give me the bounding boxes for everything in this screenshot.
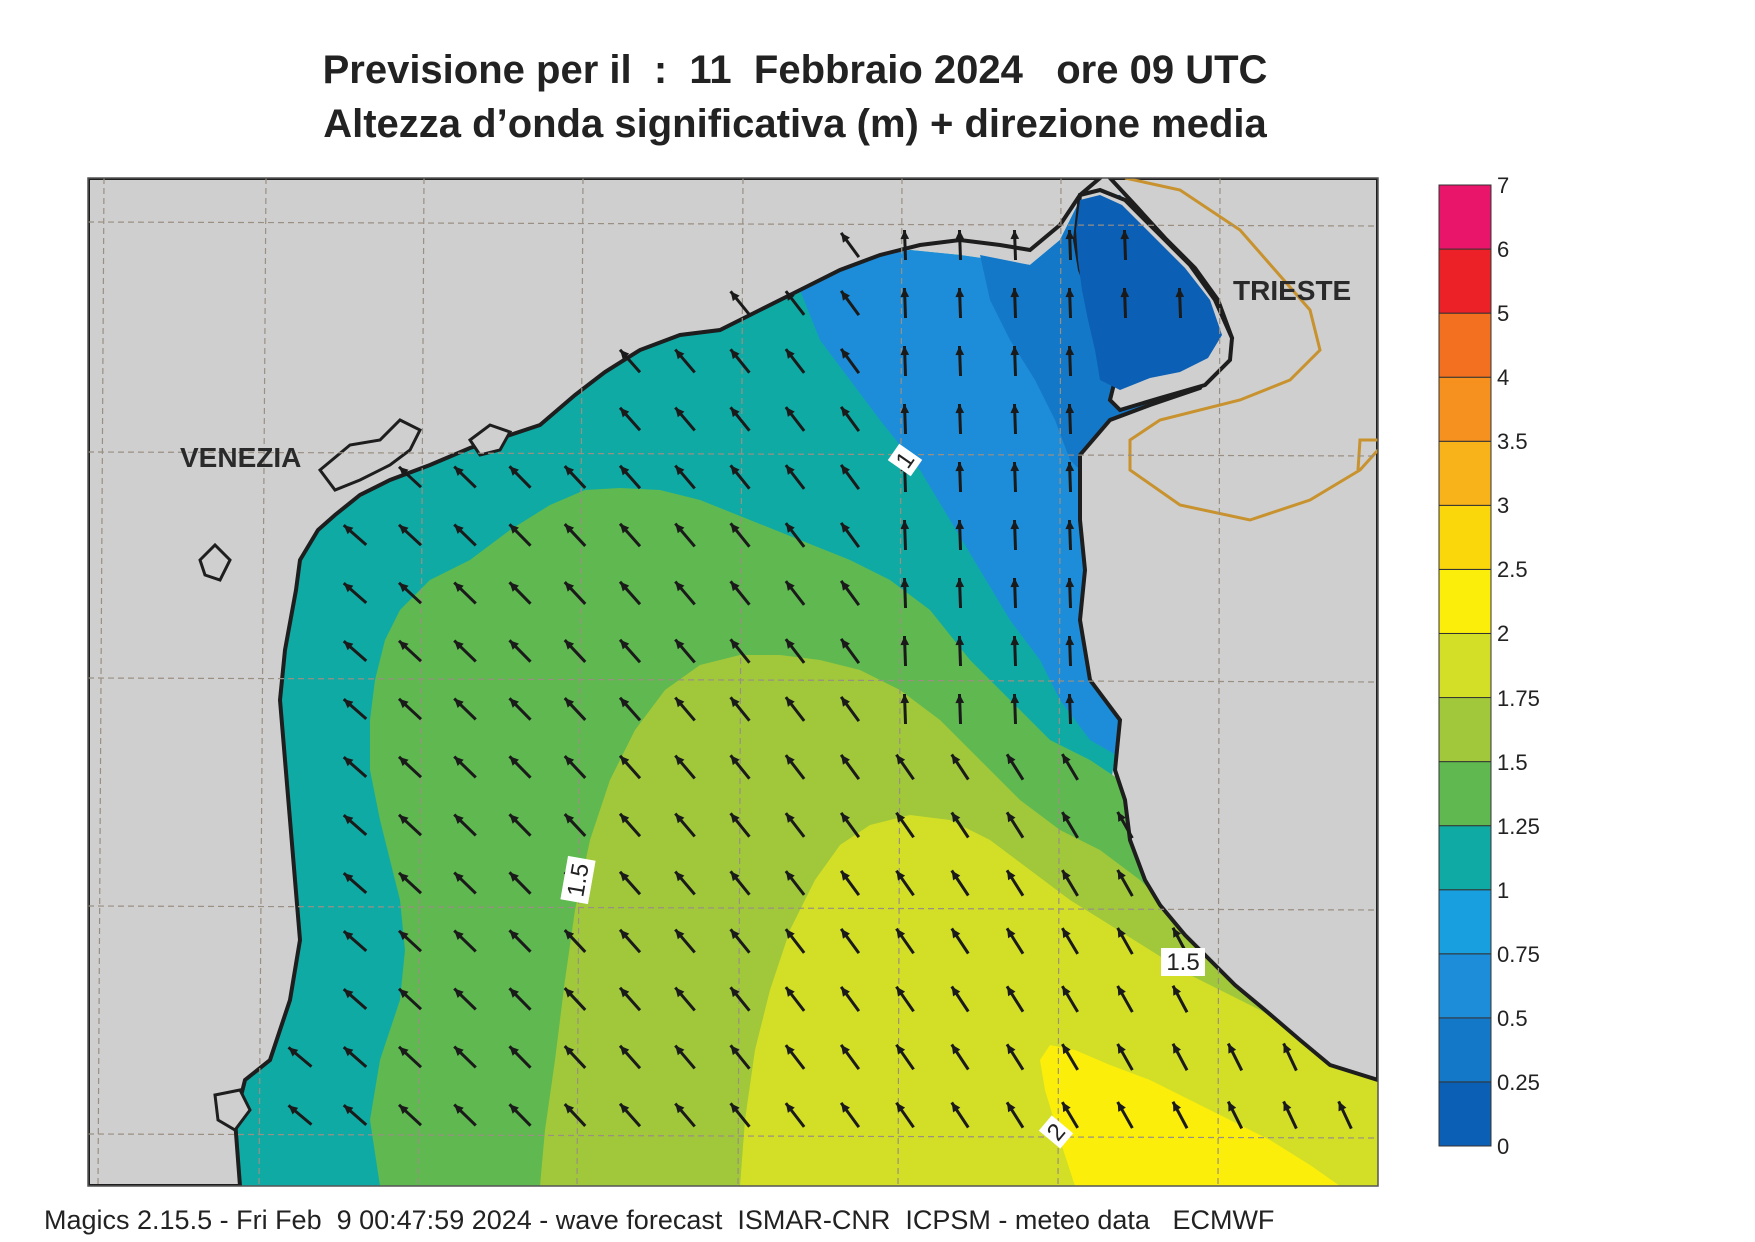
istria-coast-land: [1077, 178, 1378, 1083]
legend-swatch: [1438, 312, 1492, 378]
legend-swatch: [1438, 376, 1492, 442]
legend-swatch: [1438, 697, 1492, 763]
legend-level-label: 5: [1497, 301, 1510, 327]
legend-level-label: 0.75: [1497, 941, 1540, 967]
map-frame: [87, 177, 1379, 1187]
legend-swatch: [1438, 504, 1492, 570]
legend-level-label: 6: [1497, 237, 1510, 263]
sea-band-2-2.5: [1040, 1045, 1340, 1186]
legend-swatch: [1438, 184, 1492, 250]
svg-text:1.5: 1.5: [562, 861, 594, 899]
svg-text:1.5: 1.5: [1166, 949, 1199, 976]
footer-credits: Magics 2.15.5 - Fri Feb 9 00:47:59 2024 …: [44, 1205, 1275, 1235]
legend-level-label: 2: [1497, 621, 1510, 647]
venezia-coast-land: [88, 178, 1104, 1186]
legend-level-label: 7: [1497, 173, 1510, 198]
legend-swatch: [1438, 889, 1492, 955]
legend-level-label: 1.25: [1497, 813, 1540, 839]
legend-level-label: 0: [1497, 1134, 1510, 1159]
legend-level-label: 3: [1497, 493, 1510, 519]
lagoon-island: [467, 423, 513, 457]
city-label-trieste: TRIESTE: [1233, 275, 1351, 306]
city-label-venezia: VENEZIA: [180, 442, 301, 473]
contour-label-1.5-west: 1.5: [560, 855, 596, 905]
legend-swatch: [1438, 632, 1492, 699]
legend-level-label: 0.5: [1497, 1005, 1528, 1031]
contour-label-2: 2: [1038, 1115, 1074, 1149]
lagoon-island: [198, 542, 232, 582]
national-border: [1124, 178, 1378, 522]
legend-level-label: 1.5: [1497, 749, 1528, 775]
national-border: [1356, 438, 1378, 471]
title-line-1: Previsione per il : 11 Febbraio 2024 ore…: [322, 48, 1268, 92]
legend-level-label: 4: [1497, 365, 1510, 391]
wave-direction-arrows: [287, 229, 1353, 1130]
legend-swatch: [1438, 825, 1492, 891]
contour-label-1.5-east: 1.5: [1161, 948, 1205, 976]
lagoon-island: [213, 1088, 252, 1132]
legend-swatch: [1438, 248, 1492, 314]
legend-swatch: [1438, 953, 1492, 1019]
legend-swatch: [1438, 1017, 1492, 1083]
lat-lon-grid: [88, 178, 1378, 1186]
title-line-2: Altezza d’onda significativa (m) + direz…: [323, 102, 1267, 146]
legend-swatch: [1438, 1081, 1492, 1147]
legend-colorbar: [1438, 184, 1492, 1147]
trieste-gulf-sea: [1076, 195, 1222, 390]
legend-level-label: 0.25: [1497, 1069, 1540, 1095]
legend-swatch: [1438, 568, 1492, 634]
legend-level-label: 2.5: [1497, 557, 1528, 583]
legend-swatch: [1438, 761, 1492, 827]
legend-swatch: [1438, 440, 1492, 506]
legend-level-label: 3.5: [1497, 429, 1528, 455]
lagoon-island: [317, 418, 423, 492]
legend-level-label: 1.75: [1497, 685, 1540, 711]
legend-level-label: 1: [1497, 877, 1510, 903]
